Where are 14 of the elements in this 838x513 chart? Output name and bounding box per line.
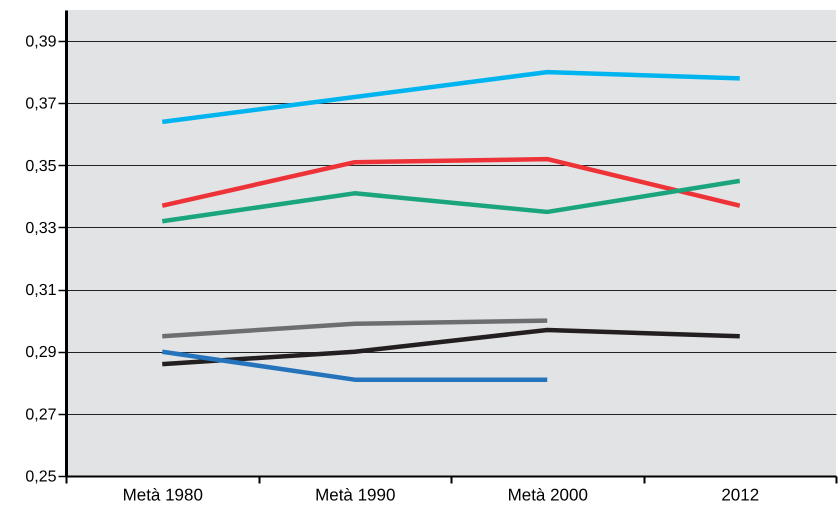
y-tick-label: 0,31 xyxy=(25,282,57,300)
x-tick-label: Metà 1980 xyxy=(122,486,203,504)
y-tick-label: 0,27 xyxy=(25,406,57,424)
y-tick-label: 0,25 xyxy=(25,468,57,486)
y-tick-label: 0,35 xyxy=(25,158,57,175)
x-tick-label: Metà 2000 xyxy=(508,486,588,504)
x-tick-label: Metà 1990 xyxy=(315,486,396,504)
x-tick-label: 2012 xyxy=(721,486,760,504)
y-tick-label: 0,29 xyxy=(25,344,57,362)
y-tick-label: 0,33 xyxy=(25,220,57,237)
y-tick-label: 0,37 xyxy=(25,96,57,113)
line-series xyxy=(160,178,742,224)
line-series xyxy=(160,70,742,124)
y-tick-label: 0,39 xyxy=(25,34,57,51)
